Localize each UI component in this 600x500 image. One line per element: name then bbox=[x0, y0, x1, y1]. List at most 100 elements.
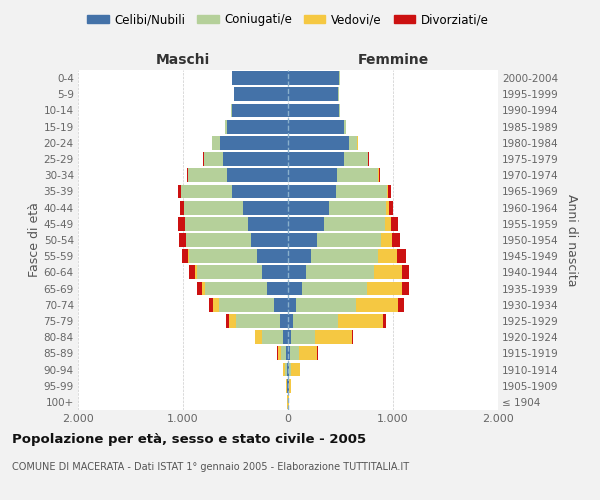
Bar bbox=[286, 346, 288, 360]
Bar bbox=[214, 298, 218, 312]
Bar bbox=[281, 346, 286, 360]
Bar bbox=[289, 379, 291, 392]
Bar bbox=[205, 282, 267, 296]
Bar bbox=[296, 298, 356, 312]
Bar bbox=[204, 152, 223, 166]
Bar bbox=[288, 184, 337, 198]
Text: COMUNE DI MACERATA - Dati ISTAT 1° gennaio 2005 - Elaborazione TUTTITALIA.IT: COMUNE DI MACERATA - Dati ISTAT 1° genna… bbox=[12, 462, 409, 472]
Bar bbox=[236, 314, 280, 328]
Bar bbox=[227, 120, 288, 134]
Bar bbox=[344, 120, 346, 134]
Bar bbox=[184, 200, 243, 214]
Legend: Celibi/Nubili, Coniugati/e, Vedovi/e, Divorziati/e: Celibi/Nubili, Coniugati/e, Vedovi/e, Di… bbox=[83, 8, 493, 31]
Bar bbox=[291, 362, 299, 376]
Bar bbox=[288, 298, 296, 312]
Y-axis label: Anni di nascita: Anni di nascita bbox=[565, 194, 578, 286]
Bar bbox=[311, 250, 379, 263]
Bar bbox=[235, 88, 288, 101]
Bar bbox=[229, 314, 235, 328]
Bar bbox=[291, 330, 316, 344]
Bar bbox=[288, 266, 306, 280]
Bar bbox=[190, 266, 194, 280]
Bar bbox=[306, 266, 374, 280]
Bar bbox=[220, 136, 288, 149]
Bar bbox=[223, 152, 288, 166]
Bar bbox=[202, 282, 205, 296]
Bar bbox=[188, 250, 190, 263]
Bar bbox=[277, 346, 281, 360]
Bar bbox=[178, 184, 181, 198]
Bar bbox=[293, 314, 338, 328]
Bar bbox=[197, 282, 202, 296]
Bar bbox=[181, 184, 232, 198]
Bar bbox=[227, 168, 288, 182]
Bar bbox=[383, 314, 386, 328]
Bar bbox=[288, 314, 293, 328]
Bar bbox=[267, 282, 288, 296]
Bar bbox=[288, 250, 311, 263]
Bar bbox=[388, 184, 391, 198]
Bar bbox=[288, 346, 290, 360]
Bar bbox=[392, 233, 400, 247]
Bar bbox=[356, 298, 398, 312]
Bar bbox=[179, 200, 184, 214]
Bar bbox=[280, 314, 288, 328]
Text: Maschi: Maschi bbox=[156, 53, 210, 67]
Bar bbox=[299, 346, 317, 360]
Bar bbox=[391, 217, 398, 230]
Bar bbox=[302, 282, 367, 296]
Bar bbox=[194, 266, 197, 280]
Bar bbox=[337, 184, 387, 198]
Bar bbox=[232, 104, 288, 118]
Bar bbox=[225, 120, 227, 134]
Bar bbox=[187, 168, 188, 182]
Bar bbox=[379, 168, 380, 182]
Bar bbox=[387, 184, 388, 198]
Bar bbox=[283, 362, 286, 376]
Bar bbox=[382, 233, 392, 247]
Bar bbox=[288, 88, 338, 101]
Bar bbox=[186, 233, 251, 247]
Bar bbox=[367, 282, 403, 296]
Bar bbox=[212, 136, 220, 149]
Bar bbox=[288, 233, 317, 247]
Bar bbox=[179, 233, 185, 247]
Bar bbox=[316, 330, 352, 344]
Bar bbox=[178, 217, 185, 230]
Bar bbox=[288, 152, 344, 166]
Bar bbox=[262, 266, 288, 280]
Bar bbox=[288, 362, 289, 376]
Bar bbox=[209, 298, 214, 312]
Text: Femmine: Femmine bbox=[358, 53, 428, 67]
Bar bbox=[188, 168, 227, 182]
Bar bbox=[232, 184, 288, 198]
Bar bbox=[251, 233, 288, 247]
Bar bbox=[338, 314, 383, 328]
Y-axis label: Fasce di età: Fasce di età bbox=[28, 202, 41, 278]
Bar bbox=[256, 330, 262, 344]
Bar bbox=[288, 71, 340, 85]
Bar bbox=[403, 282, 409, 296]
Bar bbox=[243, 200, 288, 214]
Bar bbox=[288, 136, 349, 149]
Bar bbox=[379, 250, 397, 263]
Bar bbox=[403, 266, 409, 280]
Bar bbox=[190, 250, 257, 263]
Bar bbox=[288, 282, 302, 296]
Bar bbox=[232, 71, 288, 85]
Bar bbox=[248, 217, 288, 230]
Bar bbox=[288, 200, 329, 214]
Bar bbox=[219, 298, 274, 312]
Bar bbox=[324, 217, 385, 230]
Bar bbox=[398, 298, 404, 312]
Bar bbox=[389, 200, 393, 214]
Bar bbox=[374, 266, 403, 280]
Bar bbox=[352, 330, 353, 344]
Bar bbox=[274, 298, 288, 312]
Bar bbox=[349, 136, 357, 149]
Bar bbox=[329, 200, 386, 214]
Text: Popolazione per età, sesso e stato civile - 2005: Popolazione per età, sesso e stato civil… bbox=[12, 432, 366, 446]
Bar bbox=[385, 217, 391, 230]
Bar bbox=[289, 362, 291, 376]
Bar bbox=[197, 266, 262, 280]
